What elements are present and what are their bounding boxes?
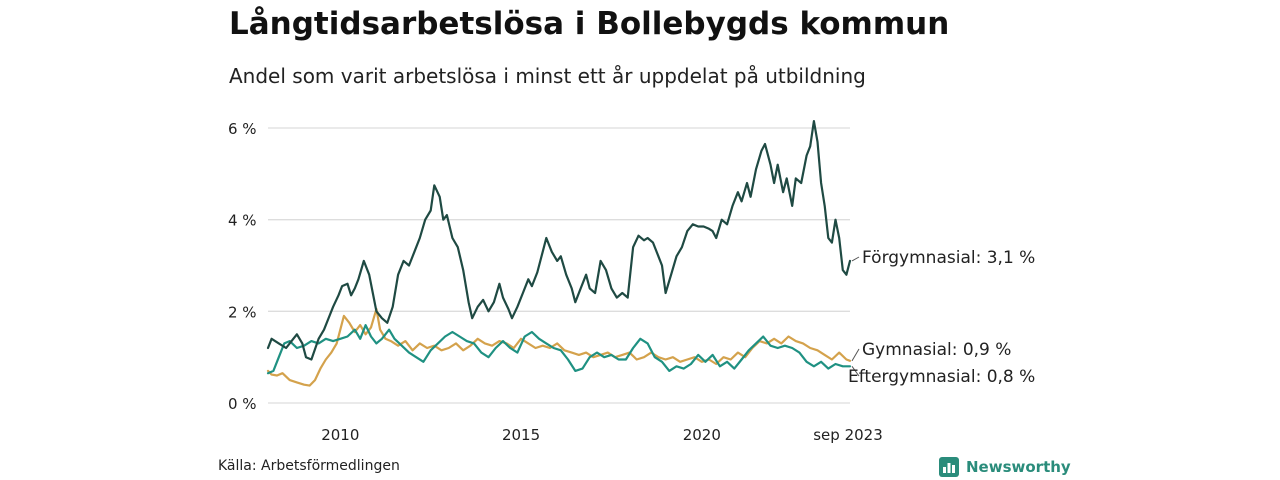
brand-logo: Newsworthy	[938, 456, 1071, 478]
leader-line-förgymnasial	[851, 256, 860, 262]
y-tick-label: 4 %	[228, 212, 257, 230]
series-line-förgymnasial	[266, 120, 852, 361]
brand-name: Newsworthy	[966, 458, 1071, 476]
newsworthy-logo-icon	[939, 457, 959, 477]
chart-title: Långtidsarbetslösa i Bollebygds kommun	[229, 6, 950, 42]
source-note: Källa: Arbetsförmedlingen	[218, 458, 400, 474]
leader-line-gymnasial	[851, 348, 860, 362]
leader-line-eftergymnasial	[851, 366, 860, 377]
y-tick-label: 0 %	[228, 395, 257, 413]
series-line-gymnasial	[266, 307, 852, 387]
series-label-eftergymnasial: Eftergymnasial: 0,8 %	[848, 367, 1035, 387]
y-tick-label: 6 %	[228, 120, 257, 138]
grid-lines	[268, 127, 850, 404]
series-label-gymnasial: Gymnasial: 0,9 %	[862, 340, 1011, 360]
x-axis-ticks: 2010 2015 2020 sep 2023	[321, 426, 883, 444]
x-tick-label: 2015	[502, 426, 540, 444]
series-lines	[266, 120, 852, 387]
x-tick-label: sep 2023	[813, 426, 883, 444]
series-line-eftergymnasial	[266, 324, 852, 375]
series-labels: Förgymnasial: 3,1 % Gymnasial: 0,9 % Efter…	[848, 248, 1035, 387]
chart-subtitle: Andel som varit arbetslösa i minst ett å…	[229, 64, 866, 88]
y-axis-ticks: 0 % 2 % 4 % 6 %	[228, 120, 257, 413]
x-tick-label: 2010	[321, 426, 359, 444]
series-label-förgymnasial: Förgymnasial: 3,1 %	[862, 248, 1035, 268]
x-tick-label: 2020	[683, 426, 721, 444]
y-tick-label: 2 %	[228, 303, 257, 321]
